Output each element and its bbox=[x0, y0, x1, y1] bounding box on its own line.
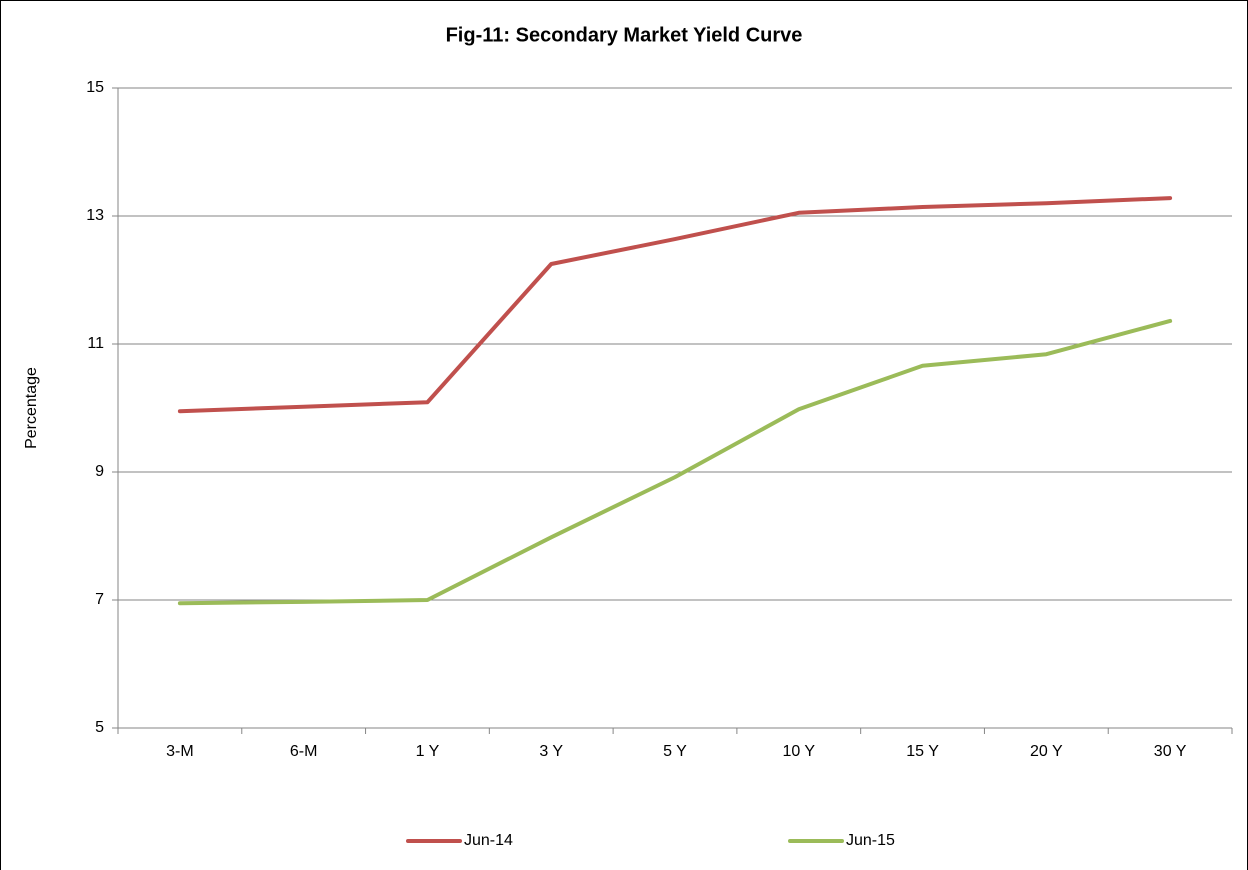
y-tick-label: 9 bbox=[95, 463, 104, 480]
y-tick-label: 7 bbox=[95, 591, 104, 608]
x-tick-label: 6-M bbox=[290, 743, 318, 760]
y-tick-label: 11 bbox=[87, 335, 104, 352]
y-axis-label: Percentage bbox=[23, 367, 40, 449]
y-tick-label: 13 bbox=[86, 207, 104, 224]
legend-label: Jun-15 bbox=[846, 832, 895, 849]
x-tick-label: 3-M bbox=[166, 743, 194, 760]
x-tick-label: 5 Y bbox=[663, 743, 687, 760]
x-tick-label: 10 Y bbox=[782, 743, 815, 760]
x-tick-label: 30 Y bbox=[1154, 743, 1187, 760]
x-tick-label: 15 Y bbox=[906, 743, 939, 760]
chart-title: Fig-11: Secondary Market Yield Curve bbox=[446, 24, 803, 46]
y-tick-label: 5 bbox=[95, 719, 104, 736]
x-tick-label: 3 Y bbox=[539, 743, 563, 760]
series-line bbox=[177, 196, 1173, 414]
y-tick-label: 15 bbox=[86, 79, 104, 96]
legend-label: Jun-14 bbox=[464, 832, 513, 849]
x-tick-label: 20 Y bbox=[1030, 743, 1063, 760]
series-line bbox=[177, 318, 1173, 606]
x-tick-label: 1 Y bbox=[416, 743, 440, 760]
